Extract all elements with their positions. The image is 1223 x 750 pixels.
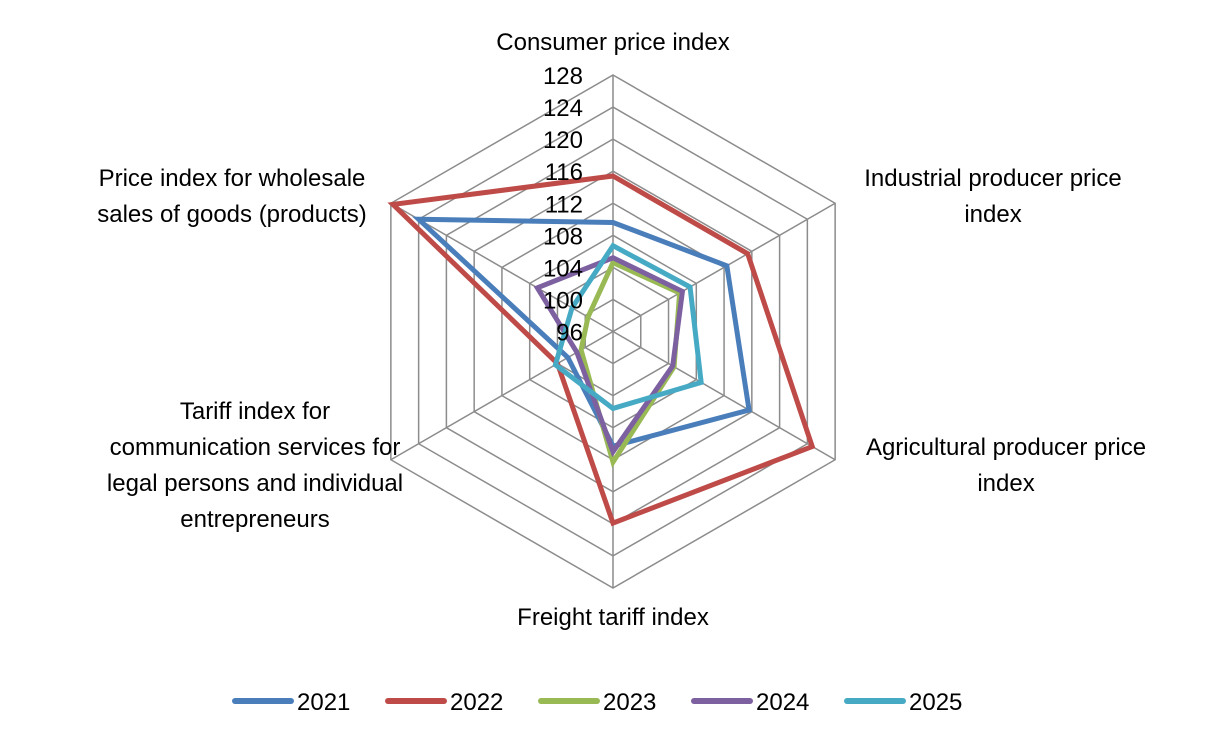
radar-grid [390, 74, 836, 589]
series-2025 [552, 242, 704, 412]
axis-title: Tariff index for communication services f… [107, 398, 403, 533]
tick-label: 120 [543, 127, 583, 154]
tick-label: 124 [543, 95, 583, 122]
axis-title: Price index for wholesale sales of goods … [97, 165, 366, 228]
axis-title-line: communication services for [110, 434, 401, 461]
tick-label: 112 [545, 191, 583, 218]
axis-title: Freight tariff index [517, 604, 709, 631]
axis-title-line: index [977, 470, 1034, 497]
axis-title-line: Tariff index for [180, 398, 330, 425]
series-2023 [578, 259, 683, 469]
legend-label: 2025 [909, 689, 962, 716]
axis-title-line: legal persons and individual [107, 470, 403, 497]
tick-label: 116 [545, 159, 583, 186]
series-lines [387, 173, 816, 527]
legend: 2021 2022 2023 2024 2025 [232, 689, 962, 716]
legend-label: 2022 [450, 689, 503, 716]
legend-item-2023[interactable]: 2023 [538, 689, 656, 716]
axis-title-line: Agricultural producer price [866, 434, 1146, 461]
tick-label: 104 [543, 255, 583, 282]
legend-label: 2021 [297, 689, 350, 716]
tick-label: 128 [543, 63, 583, 90]
axis-title-line: Price index for wholesale [99, 165, 366, 192]
legend-item-2024[interactable]: 2024 [691, 689, 809, 716]
axis-title-line: Consumer price index [496, 29, 729, 56]
tick-label: 96 [556, 320, 583, 347]
axis-spoke [612, 330, 836, 461]
tick-label: 108 [543, 223, 583, 250]
radial-tick-labels: 96 100 104 108 112 116 120 124 128 [543, 63, 583, 347]
legend-label: 2024 [756, 689, 809, 716]
axis-title: Agricultural producer price index [866, 434, 1146, 497]
axis-title-line: entrepreneurs [180, 506, 329, 533]
tick-label: 100 [543, 287, 583, 314]
axis-title-line: index [964, 201, 1021, 228]
legend-item-2021[interactable]: 2021 [232, 689, 350, 716]
legend-item-2025[interactable]: 2025 [844, 689, 962, 716]
axis-title-line: sales of goods (products) [97, 201, 366, 228]
axis-title-line: Freight tariff index [517, 604, 709, 631]
legend-label: 2023 [603, 689, 656, 716]
axis-title: Consumer price index [496, 29, 729, 56]
axis-titles: Consumer price index Industrial producer … [97, 29, 1146, 631]
series-2024 [533, 255, 686, 458]
axis-title-line: Industrial producer price [864, 165, 1121, 192]
axis-title: Industrial producer price index [864, 165, 1121, 228]
legend-item-2022[interactable]: 2022 [385, 689, 503, 716]
series-2022 [387, 173, 816, 527]
